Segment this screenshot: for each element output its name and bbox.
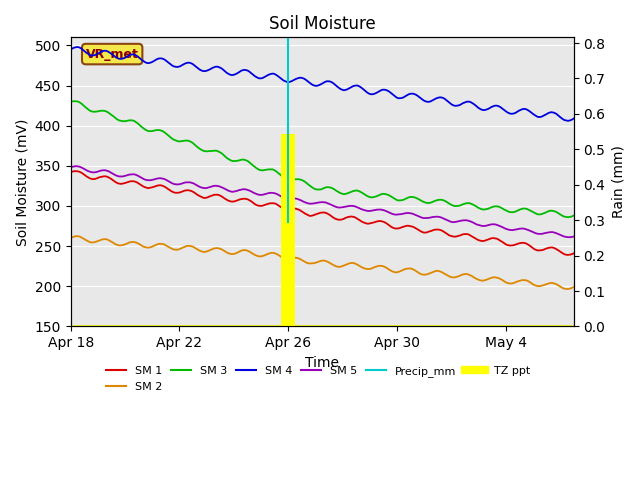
Title: Soil Moisture: Soil Moisture xyxy=(269,15,376,33)
Y-axis label: Rain (mm): Rain (mm) xyxy=(611,145,625,218)
X-axis label: Time: Time xyxy=(305,356,339,370)
Legend: SM 1, SM 2, SM 3, SM 4, SM 5, Precip_mm, TZ ppt: SM 1, SM 2, SM 3, SM 4, SM 5, Precip_mm,… xyxy=(101,361,535,396)
Text: VR_met: VR_met xyxy=(86,48,139,60)
Y-axis label: Soil Moisture (mV): Soil Moisture (mV) xyxy=(15,118,29,246)
